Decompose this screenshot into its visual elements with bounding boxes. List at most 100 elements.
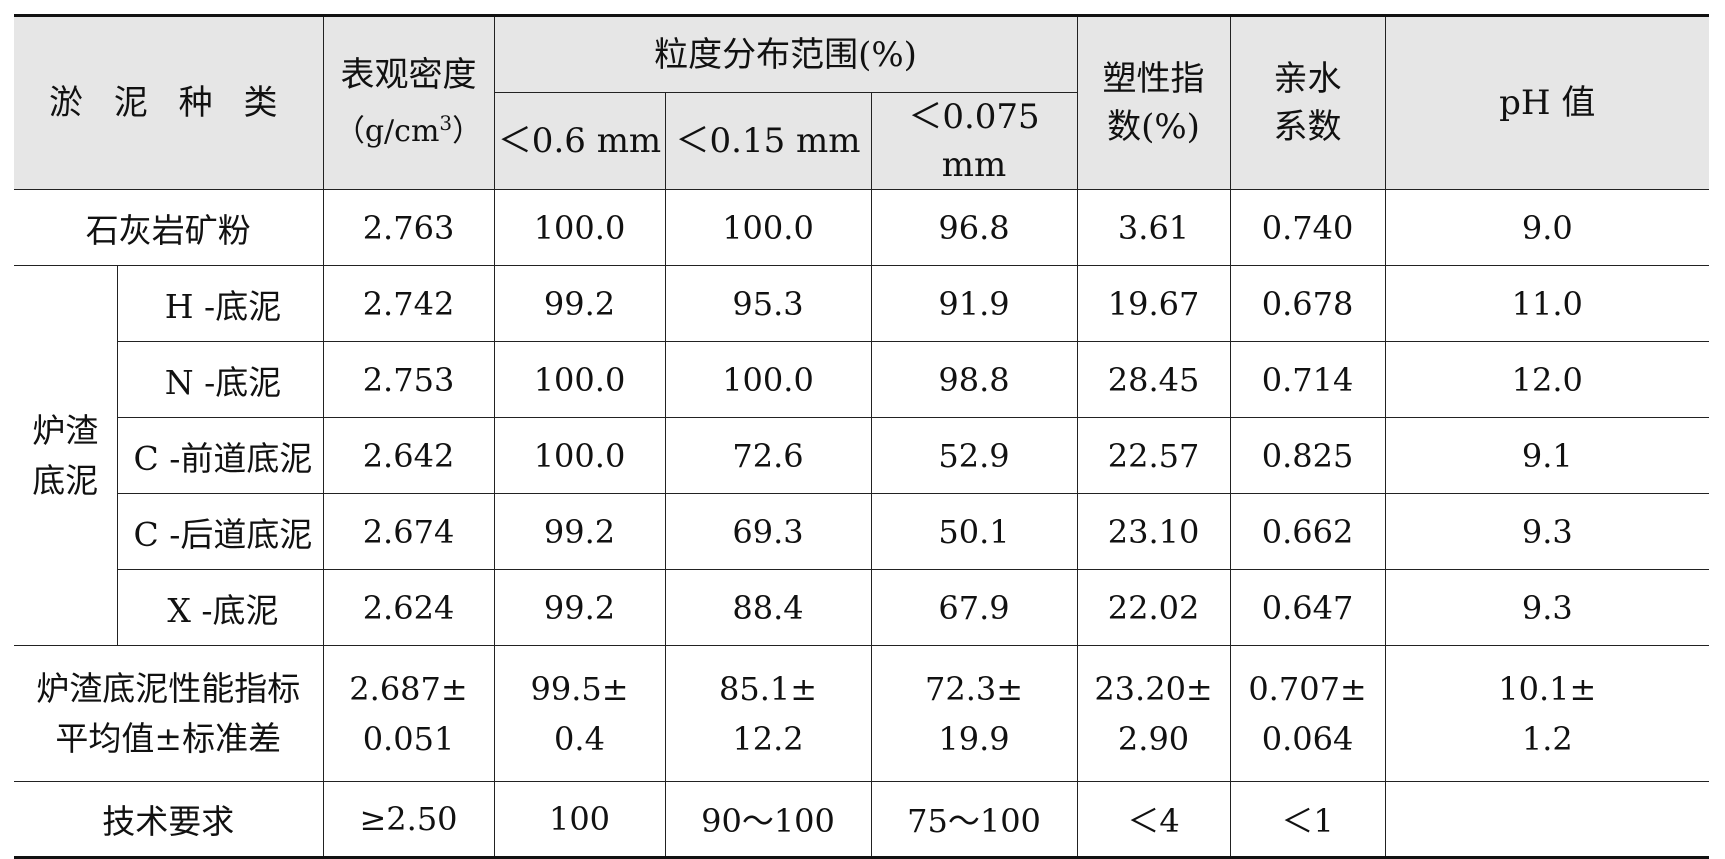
header-plasticity-line2: 数(%) [1107, 107, 1200, 147]
cell-ph: 11.0 [1384, 265, 1710, 342]
stats-label-line2: 平均值±标准差 [55, 718, 282, 758]
stat-sd: 0.4 [554, 719, 605, 758]
cell-hydrophilic: 0.662 [1229, 493, 1386, 570]
cell-plasticity: 22.57 [1076, 417, 1231, 494]
cell-grain-0.15: 88.4 [664, 569, 872, 646]
stat-mean: 99.5± [530, 669, 629, 708]
header-row-1: 淤 泥 种 类 表观密度 （g/cm3） 粒度分布范围(%) 塑性指 数(%) … [14, 15, 1710, 190]
group-label-line1: 炉渣 [32, 410, 99, 450]
stat-mean: 0.707± [1248, 669, 1367, 708]
cell-hydrophilic: 0.714 [1229, 341, 1386, 418]
data-table-container: 淤 泥 种 类 表观密度 （g/cm3） 粒度分布范围(%) 塑性指 数(%) … [14, 14, 1710, 859]
cell-plasticity: 22.02 [1076, 569, 1231, 646]
header-density-label: 表观密度 [340, 54, 477, 95]
cell-grain-0.15: 90～100 [664, 781, 872, 858]
cell-grain-0.075: 91.9 [870, 265, 1078, 342]
table-row: N -底泥 2.753 100.0 100.0 98.8 28.45 0.714… [14, 341, 1710, 418]
stat-sd: 19.9 [938, 719, 1010, 758]
cell-density: 2.753 [322, 341, 495, 418]
cell-grain-0.6: 100.0 [493, 189, 666, 266]
table-row: 炉渣 底泥 H -底泥 2.742 99.2 95.3 91.9 19.67 0… [14, 265, 1710, 646]
header-sludge-type: 淤 泥 种 类 [14, 15, 324, 190]
cell-grain-0.6: 100.0 [493, 417, 666, 494]
cell-grain-0.075: 67.9 [870, 569, 1078, 646]
cell-hydrophilic: ＜1 [1229, 781, 1386, 858]
table-row: C -前道底泥 2.642 100.0 72.6 52.9 22.57 0.82… [14, 417, 1710, 494]
stat-sd: 12.2 [732, 719, 804, 758]
row-label-requirement: 技术要求 [14, 781, 324, 858]
cell-density: 2.687± 0.051 [322, 645, 495, 782]
row-label: C -后道底泥 [117, 493, 324, 570]
cell-plasticity: 3.61 [1076, 189, 1231, 266]
stat-sd: 0.051 [362, 719, 455, 758]
header-grain-distribution: 粒度分布范围(%) [493, 15, 1078, 93]
cell-grain-0.6: 99.2 [493, 493, 666, 570]
cell-ph: 9.1 [1384, 417, 1710, 494]
cell-grain-0.6: 99.2 [493, 569, 666, 646]
header-row-2: ＜0.6 mm ＜0.15 mm ＜0.075 mm [14, 92, 1709, 190]
header-grain-0.15: ＜0.15 mm [664, 92, 872, 190]
table-row-limestone: 石灰岩矿粉 2.763 100.0 100.0 96.8 3.61 0.740 … [14, 189, 1710, 266]
stat-sd: 0.064 [1261, 719, 1354, 758]
cell-grain-0.6: 99.2 [493, 265, 666, 342]
stat-sd: 1.2 [1521, 719, 1573, 758]
header-hydrophilic-line1: 亲水 [1273, 59, 1342, 99]
cell-hydrophilic: 0.740 [1229, 189, 1386, 266]
row-label: X -底泥 [117, 569, 324, 646]
header-grain-0.6: ＜0.6 mm [494, 92, 666, 190]
header-plasticity: 塑性指 数(%) [1076, 15, 1231, 190]
stat-sd: 2.90 [1117, 719, 1190, 758]
cell-plasticity: ＜4 [1076, 781, 1231, 858]
sludge-properties-table: 淤 泥 种 类 表观密度 （g/cm3） 粒度分布范围(%) 塑性指 数(%) … [14, 14, 1710, 859]
stat-mean: 2.687± [349, 669, 468, 708]
table-row-stats: 炉渣底泥性能指标 平均值±标准差 2.687± 0.051 99.5± 0.4 85… [14, 645, 1710, 782]
header-ph: pH 值 [1384, 15, 1710, 190]
stat-mean: 72.3± [924, 669, 1024, 708]
cell-grain-0.15: 72.6 [664, 417, 872, 494]
group-label-slag-sludge: 炉渣 底泥 [14, 265, 118, 646]
group-label-line2: 底泥 [32, 460, 99, 500]
cell-density: 2.763 [322, 189, 495, 266]
density-unit-post: ） [452, 113, 483, 149]
cell-grain-0.075: 96.8 [870, 189, 1078, 266]
table-row: C -后道底泥 2.674 99.2 69.3 50.1 23.10 0.662… [14, 493, 1710, 570]
table-row-requirement: 技术要求 ≥2.50 100 90～100 75～100 ＜4 ＜1 [14, 781, 1710, 858]
table-row: X -底泥 2.624 99.2 88.4 67.9 22.02 0.647 9… [14, 569, 1710, 646]
cell-plasticity: 19.67 [1076, 265, 1231, 342]
cell-plasticity: 23.20± 2.90 [1076, 645, 1231, 782]
stat-mean: 85.1± [718, 669, 818, 708]
cell-grain-0.6: 100 [493, 781, 666, 858]
cell-hydrophilic: 0.707± 0.064 [1229, 645, 1386, 782]
cell-grain-0.15: 69.3 [664, 493, 872, 570]
header-hydrophilic: 亲水 系数 [1229, 15, 1386, 190]
row-label: C -前道底泥 [117, 417, 324, 494]
cell-ph: 9.3 [1384, 493, 1710, 570]
header-density: 表观密度 （g/cm3） [322, 15, 495, 190]
cell-hydrophilic: 0.825 [1229, 417, 1386, 494]
cell-ph: 9.0 [1384, 189, 1710, 266]
cell-plasticity: 23.10 [1076, 493, 1231, 570]
cell-grain-0.075: 52.9 [870, 417, 1078, 494]
cell-grain-0.15: 100.0 [664, 341, 872, 418]
cell-ph: 12.0 [1384, 341, 1710, 418]
stats-label-line1: 炉渣底泥性能指标 [36, 668, 301, 708]
cell-ph: 10.1± 1.2 [1384, 645, 1710, 782]
cell-ph: 9.3 [1384, 569, 1710, 646]
cell-grain-0.075: 72.3± 19.9 [870, 645, 1078, 782]
cell-grain-0.075: 75～100 [870, 781, 1078, 858]
cell-density: ≥2.50 [322, 781, 495, 858]
cell-density: 2.642 [322, 417, 495, 494]
row-label: N -底泥 [117, 341, 324, 418]
cell-hydrophilic: 0.678 [1229, 265, 1386, 342]
cell-grain-0.15: 95.3 [664, 265, 872, 342]
cell-density: 2.742 [322, 265, 495, 342]
stat-mean: 10.1± [1498, 669, 1597, 708]
header-hydrophilic-line2: 系数 [1273, 107, 1342, 147]
cell-ph [1384, 781, 1710, 858]
row-label-limestone: 石灰岩矿粉 [14, 189, 324, 266]
header-plasticity-line1: 塑性指 [1102, 59, 1205, 99]
density-unit-sup: 3 [439, 110, 453, 135]
stat-mean: 23.20± [1094, 669, 1213, 708]
cell-plasticity: 28.45 [1076, 341, 1231, 418]
header-grain-0.075: ＜0.075 mm [870, 92, 1078, 190]
